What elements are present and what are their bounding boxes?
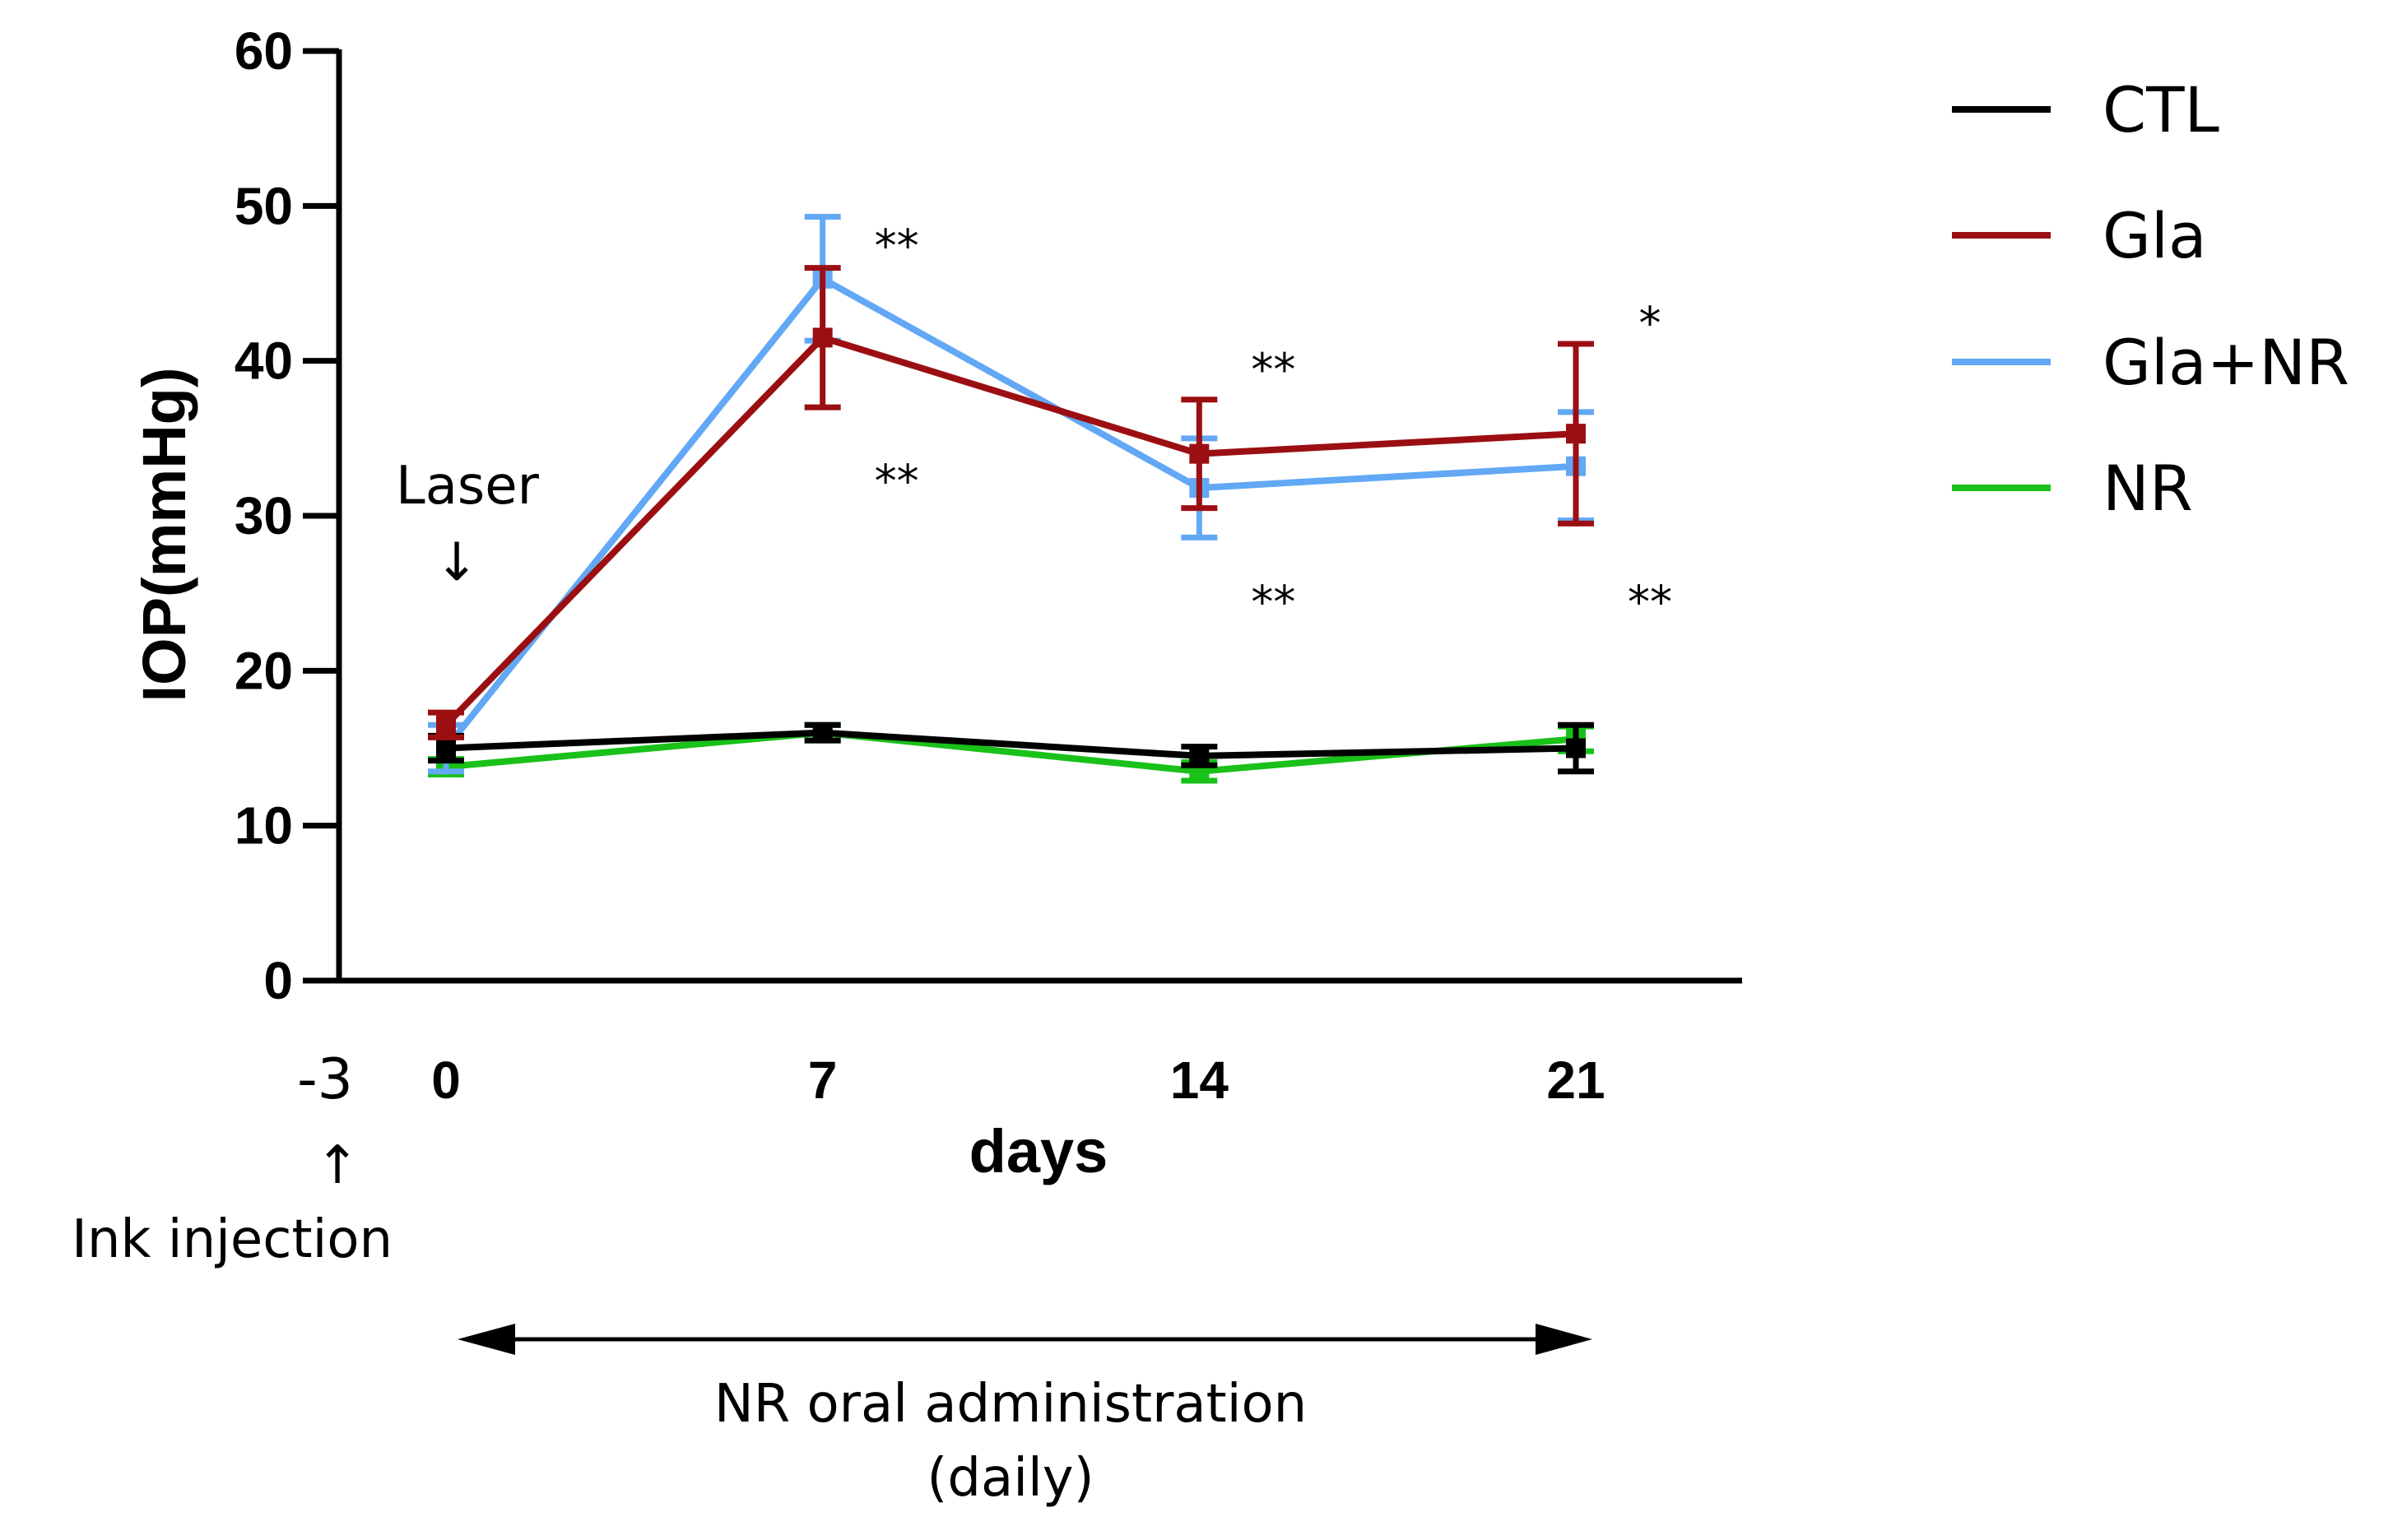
series-line [443,275,1577,751]
y-tick-label: 60 [235,21,293,81]
series-layer [428,214,1594,784]
legend-label: Gla [2103,199,2207,272]
data-point [1566,424,1586,444]
data-point [812,722,833,743]
significance-marker: ** [1628,577,1672,629]
significance-marker: ** [1251,577,1295,629]
data-point [436,738,456,758]
legend: CTL Gla Gla+NR NR [1952,73,2349,525]
y-tick-label: 30 [235,486,293,545]
x-tick-label: 21 [1546,1051,1605,1110]
y-axis-title: IOP(mmHg) [130,368,198,703]
x-tick-label: -3 [297,1047,353,1112]
legend-item: Gla+NR [1952,326,2349,399]
laser-arrow: ↓ [434,532,479,593]
data-point [1566,738,1586,758]
administration-arrow [458,1324,1592,1355]
laser-label: Laser [396,456,540,517]
ink-arrow: ↑ [315,1135,360,1196]
x-tick-label: 7 [808,1051,838,1110]
series-ctl [428,721,1594,775]
legend-item: NR [1952,452,2193,525]
data-point [812,327,833,348]
data-point [1189,443,1210,464]
ink-injection-label: Ink injection [72,1209,393,1270]
series-line [445,729,1577,759]
y-tick-label: 10 [235,796,293,856]
series-gla [428,265,1594,740]
significance-marker: * [1639,298,1661,350]
administration-label: NR oral administration [714,1374,1307,1435]
y-tick-label: 0 [263,951,293,1010]
x-tick-label: 0 [431,1051,461,1110]
significance-marker: ** [1251,344,1295,396]
significance-layer: *********** [875,220,1672,628]
legend-label: CTL [2103,73,2219,146]
series-line [444,334,1577,728]
y-tick-label: 50 [235,176,293,235]
y-tick-label: 40 [235,332,293,391]
legend-item: CTL [1952,73,2219,146]
x-axis-title: days [969,1117,1108,1185]
significance-marker: ** [875,456,919,508]
y-tick-label: 20 [235,641,293,700]
series-gla-nr [428,214,1594,775]
data-point [1189,745,1210,766]
significance-marker: ** [875,220,919,271]
legend-label: Gla+NR [2103,326,2349,399]
x-tick-label: 14 [1170,1051,1229,1110]
data-point [436,715,456,735]
legend-item: Gla [1952,199,2207,272]
administration-sublabel: (daily) [927,1448,1094,1509]
legend-label: NR [2103,452,2193,525]
